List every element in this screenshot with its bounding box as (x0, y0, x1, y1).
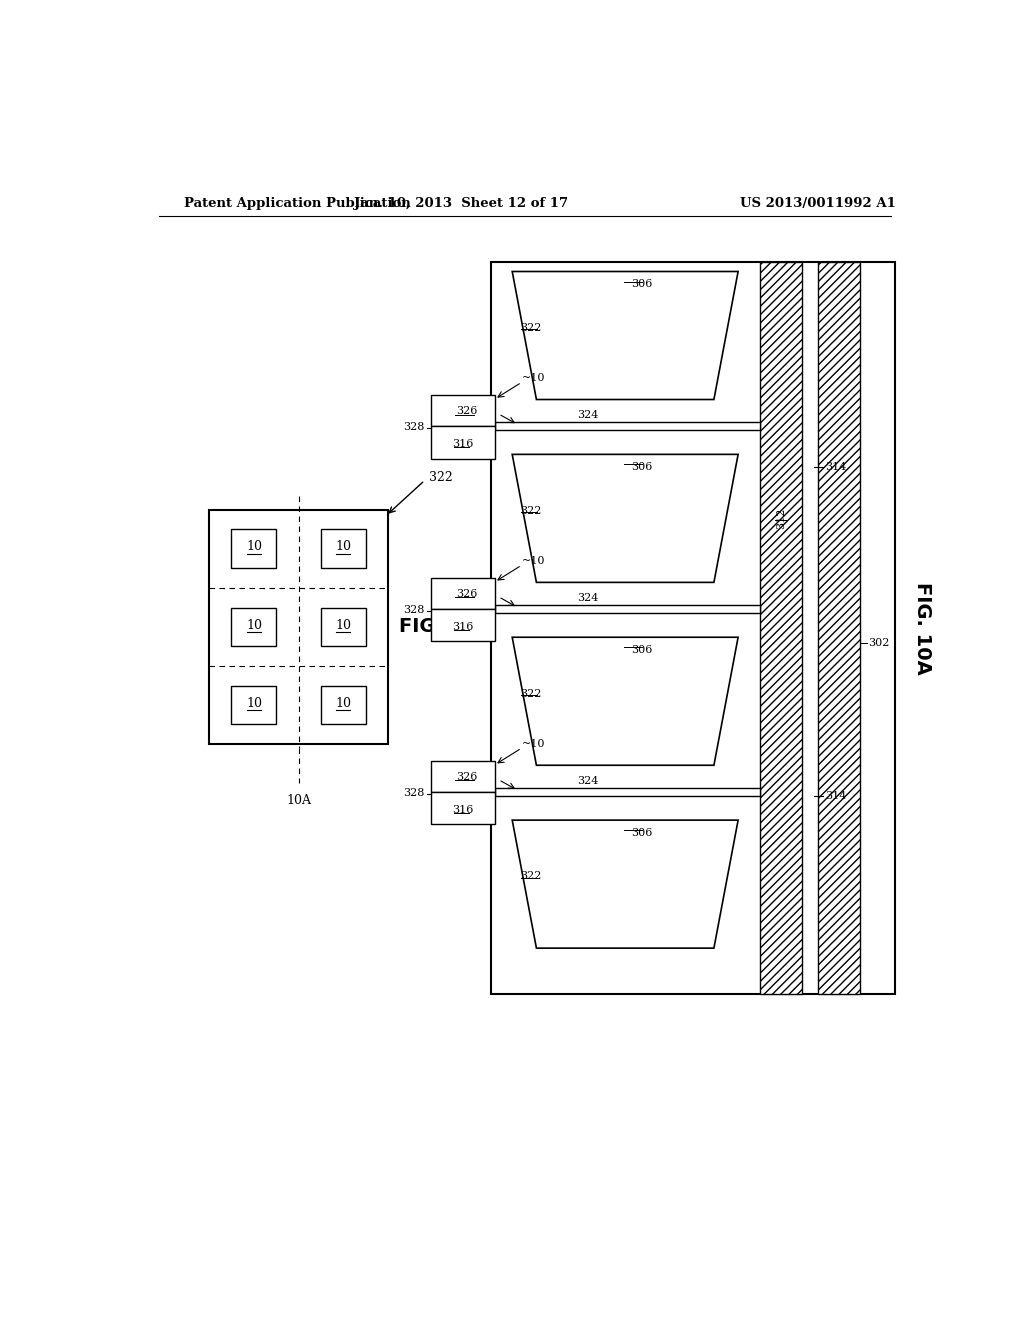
Bar (231, 529, 276, 568)
Text: 328: 328 (403, 422, 425, 432)
Text: FIG. 10A: FIG. 10A (912, 582, 932, 675)
Text: 326: 326 (456, 771, 477, 781)
Bar (760, 263, 802, 994)
Text: 306: 306 (632, 280, 652, 289)
Bar (431, 426, 495, 458)
Bar (231, 607, 276, 647)
Bar (495, 605, 760, 612)
Bar (321, 529, 366, 568)
Bar (209, 510, 388, 744)
Bar (321, 686, 366, 725)
Bar (321, 607, 366, 647)
Text: ~10: ~10 (521, 374, 545, 383)
Text: US 2013/0011992 A1: US 2013/0011992 A1 (739, 197, 896, 210)
Bar (495, 422, 760, 430)
Text: 316: 316 (453, 805, 473, 814)
Text: 10: 10 (335, 619, 351, 631)
Polygon shape (512, 454, 738, 582)
Text: 322: 322 (520, 689, 542, 698)
Text: 324: 324 (577, 593, 598, 603)
Text: ~10: ~10 (521, 739, 545, 750)
Text: 328: 328 (403, 788, 425, 797)
Polygon shape (512, 638, 738, 766)
Text: 322: 322 (520, 323, 542, 333)
Text: 316: 316 (453, 622, 473, 632)
Text: 314: 314 (825, 462, 847, 473)
Bar (431, 609, 495, 642)
Text: 324: 324 (577, 411, 598, 420)
Text: Jan. 10, 2013  Sheet 12 of 17: Jan. 10, 2013 Sheet 12 of 17 (354, 197, 568, 210)
Text: 306: 306 (632, 645, 652, 655)
Text: 302: 302 (868, 638, 890, 648)
Bar (818, 263, 860, 994)
Text: 322: 322 (520, 506, 542, 516)
Text: 324: 324 (577, 776, 598, 785)
Polygon shape (512, 272, 738, 400)
Text: ~10: ~10 (521, 556, 545, 566)
Text: 10: 10 (246, 540, 262, 553)
Text: 306: 306 (632, 462, 652, 473)
Text: 312: 312 (776, 508, 786, 529)
Text: 306: 306 (632, 828, 652, 838)
Text: FIG. 10B: FIG. 10B (399, 618, 492, 636)
Bar (490, 263, 895, 994)
Text: 10: 10 (335, 697, 351, 710)
Text: 10: 10 (335, 540, 351, 553)
Text: 322: 322 (520, 871, 542, 882)
Text: 10A: 10A (286, 795, 311, 808)
Bar (431, 396, 495, 426)
Text: 10: 10 (246, 697, 262, 710)
Text: 328: 328 (403, 605, 425, 615)
Text: 322: 322 (429, 471, 453, 484)
Text: 314: 314 (825, 792, 847, 801)
Bar (431, 578, 495, 609)
Bar (495, 788, 760, 796)
Bar (431, 762, 495, 792)
Bar (431, 792, 495, 824)
Polygon shape (512, 820, 738, 948)
Text: 10: 10 (246, 619, 262, 631)
Text: 316: 316 (453, 438, 473, 449)
Text: 326: 326 (456, 405, 477, 416)
Bar (231, 686, 276, 725)
Text: 326: 326 (456, 589, 477, 599)
Text: Patent Application Publication: Patent Application Publication (183, 197, 411, 210)
